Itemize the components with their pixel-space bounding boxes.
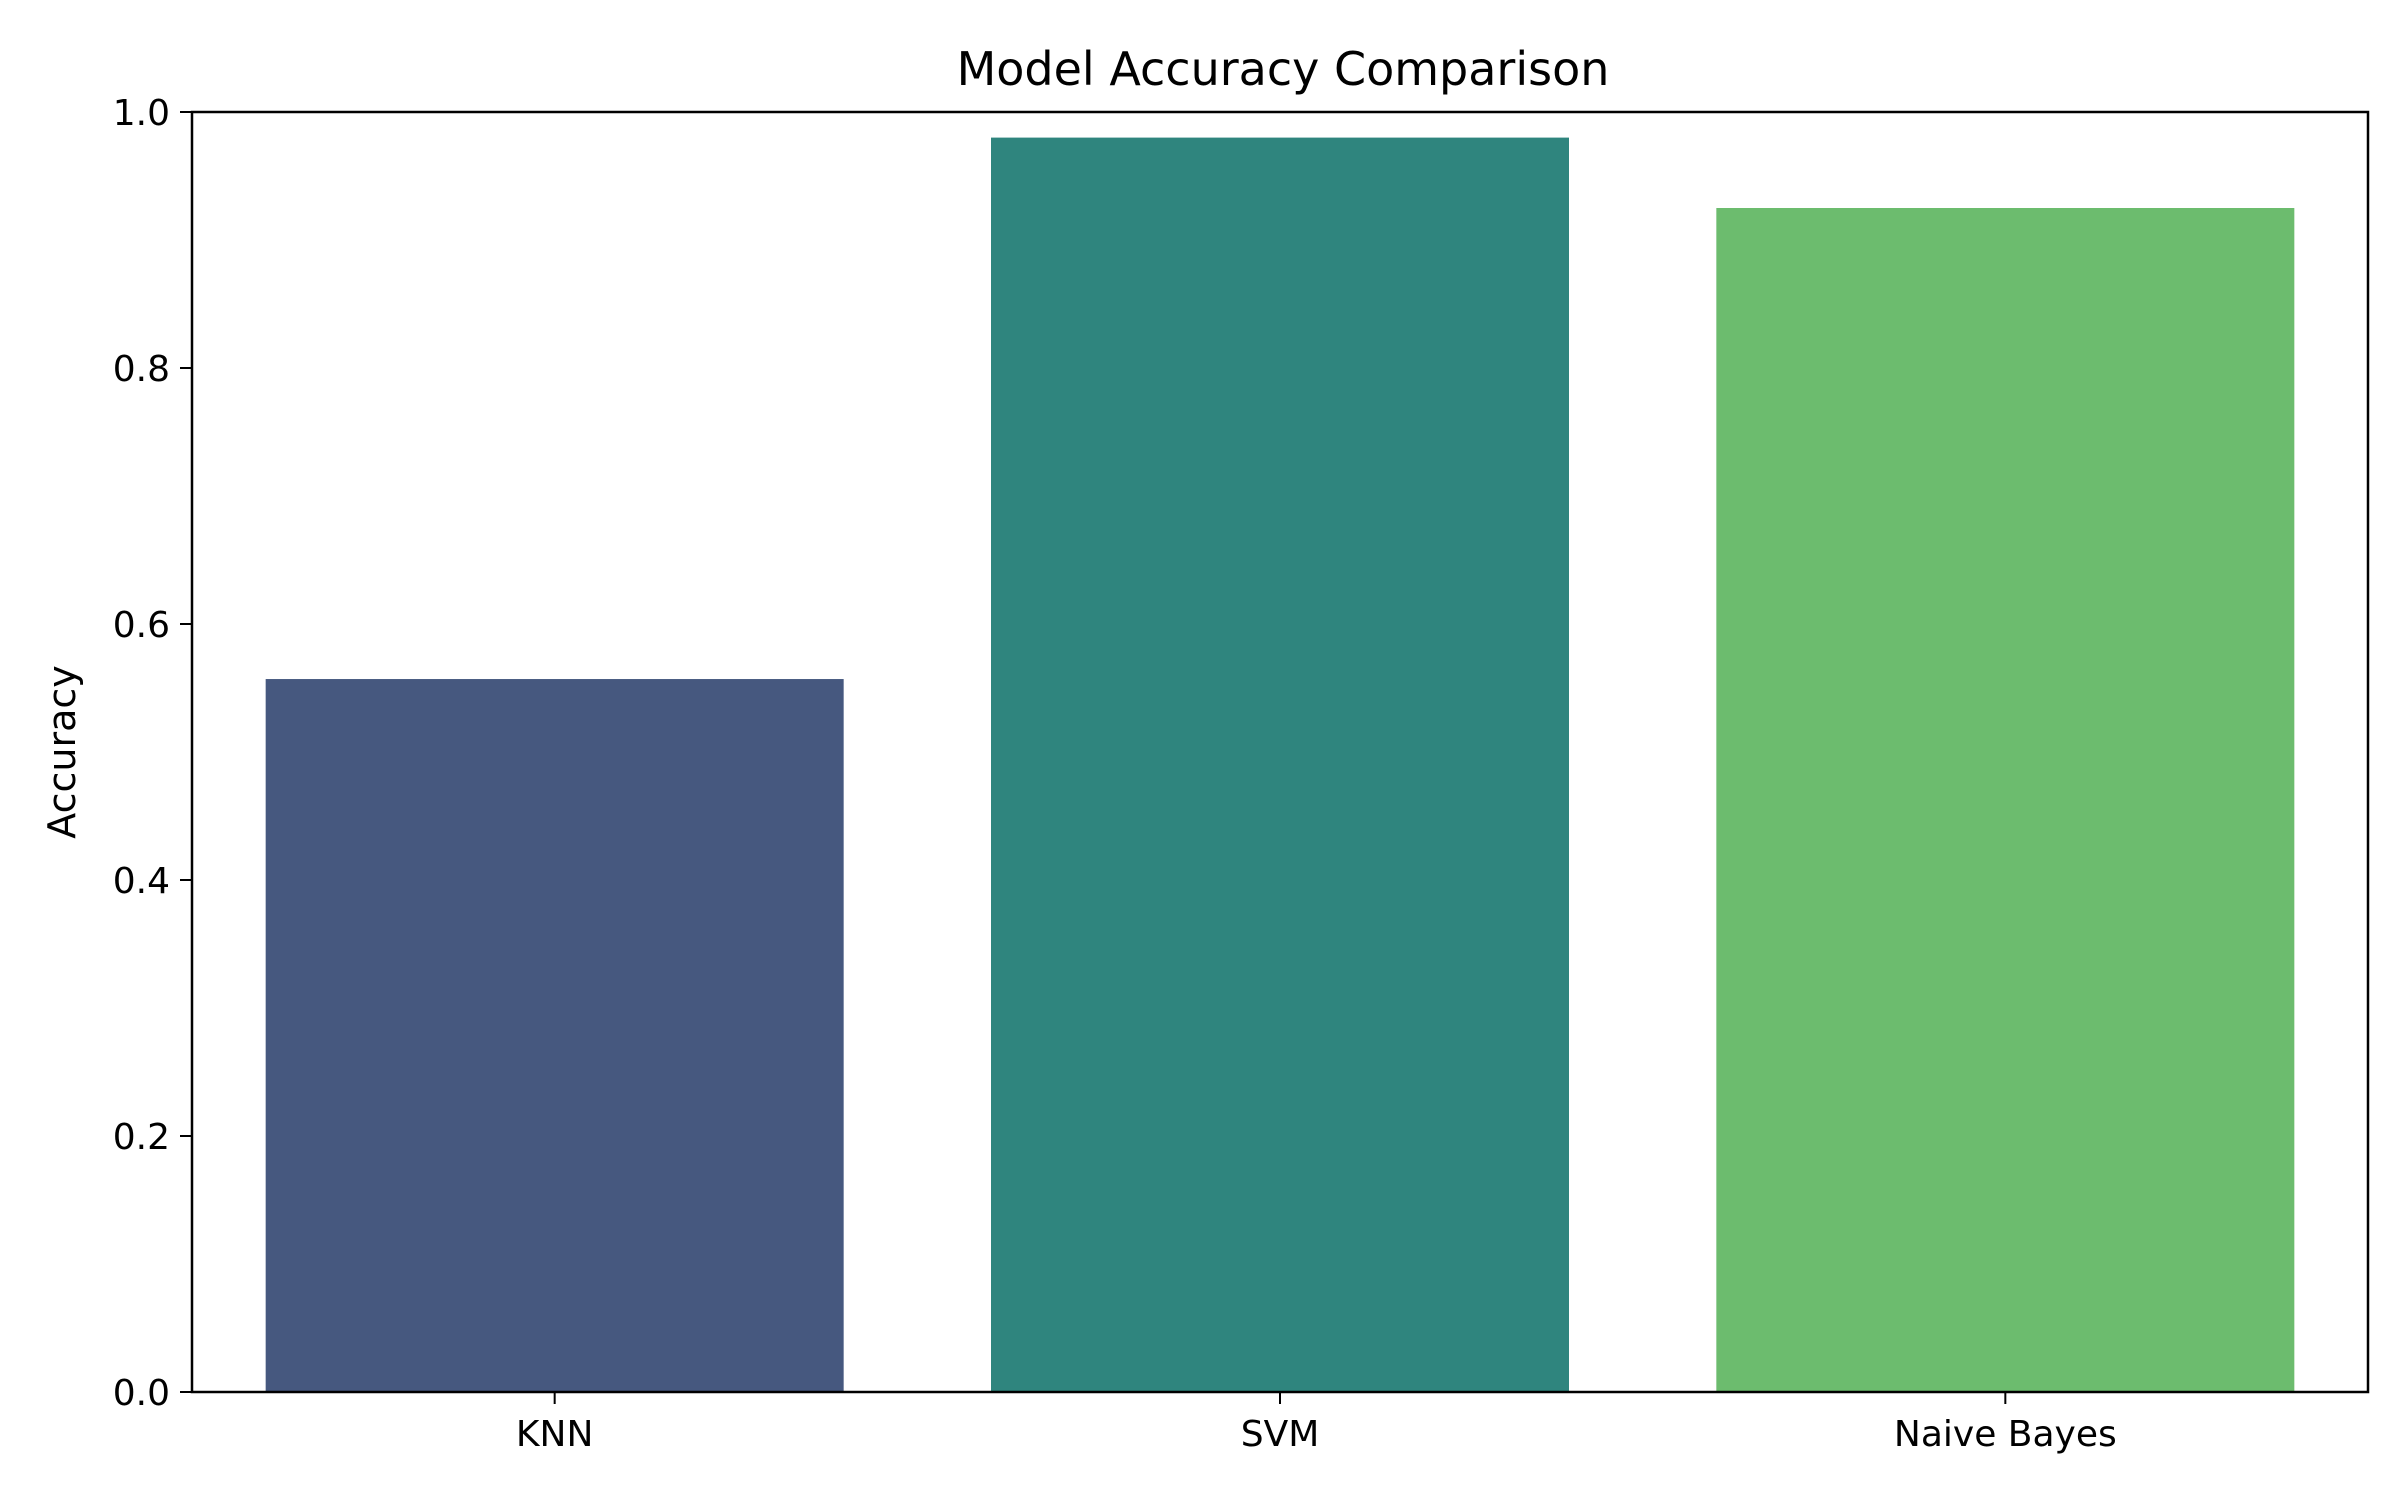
- bar-naive-bayes: [1716, 208, 2295, 1392]
- x-tick-label: KNN: [516, 1414, 593, 1455]
- y-tick-label: 0.8: [113, 349, 170, 390]
- y-axis-label: Accuracy: [40, 665, 84, 839]
- y-axis: 0.0 0.2 0.4 0.6 0.8 1.0: [113, 93, 192, 1414]
- x-tick-label: SVM: [1241, 1414, 1320, 1455]
- bar-svm: [991, 137, 1569, 1393]
- y-tick-label: 1.0: [113, 93, 170, 134]
- y-tick-label: 0.4: [113, 861, 170, 902]
- x-tick-label: Naive Bayes: [1894, 1414, 2117, 1455]
- plot-area: [190, 110, 2370, 1394]
- bar-knn: [265, 679, 844, 1392]
- x-axis: KNN SVM Naive Bayes: [516, 1392, 2117, 1455]
- chart-title: Model Accuracy Comparison: [957, 42, 1610, 96]
- y-tick-label: 0.2: [113, 1117, 170, 1158]
- y-tick-label: 0.6: [113, 605, 170, 646]
- y-tick-label: 0.0: [113, 1373, 170, 1414]
- bars-group: [265, 137, 2295, 1393]
